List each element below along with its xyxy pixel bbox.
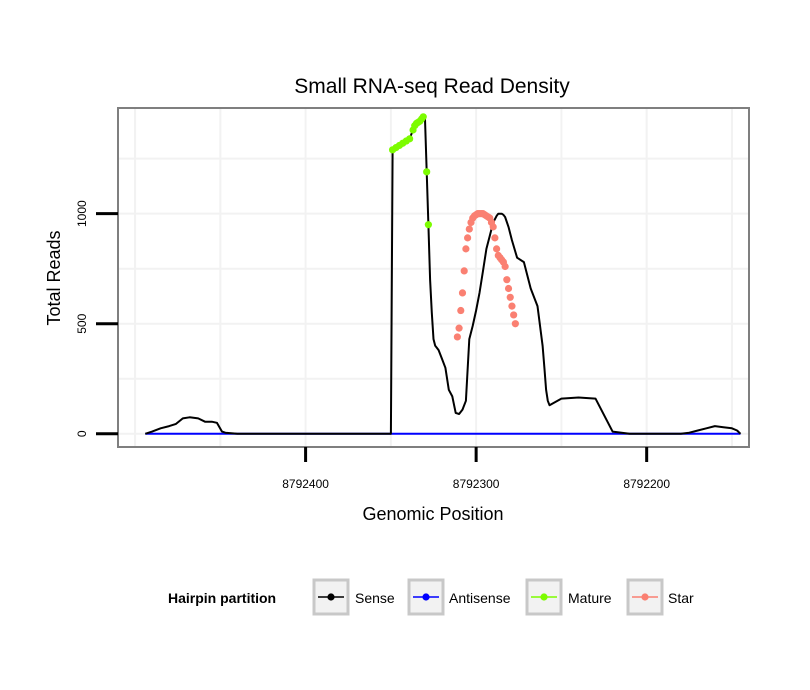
series-lines <box>144 115 742 435</box>
data-point-star <box>464 234 472 242</box>
data-point-star <box>491 234 499 242</box>
legend-key-point <box>327 593 335 601</box>
x-tick-label: 8792400 <box>282 477 329 491</box>
x-axis-title: Genomic Position <box>362 504 503 524</box>
series-line-sense <box>144 115 742 435</box>
y-tick-label: 1000 <box>75 200 89 227</box>
series-points <box>388 113 519 341</box>
data-point-star <box>489 223 497 231</box>
legend-label-star: Star <box>668 590 694 606</box>
x-tick-label: 8792300 <box>453 477 500 491</box>
axis-ticks: 8792400 8792300 8792200 0 500 1000 <box>75 200 670 491</box>
data-point-mature <box>424 221 432 229</box>
data-point-star <box>510 311 518 319</box>
data-point-star <box>503 276 511 284</box>
panel-border <box>117 107 750 448</box>
legend-label-antisense: Antisense <box>449 590 511 606</box>
legend-key-point <box>422 593 430 601</box>
chart-title: Small RNA-seq Read Density <box>294 75 570 98</box>
plot-background <box>118 108 749 447</box>
plot-panel <box>118 108 749 447</box>
legend-key-point <box>641 593 649 601</box>
legend-label-sense: Sense <box>355 590 395 606</box>
legend-label-mature: Mature <box>568 590 612 606</box>
data-point-star <box>458 289 467 297</box>
data-point-star <box>501 262 509 271</box>
data-point-star <box>455 324 463 332</box>
panel-frame <box>117 107 750 448</box>
data-point-mature <box>423 168 431 176</box>
data-point-star <box>465 225 473 233</box>
data-point-star <box>462 245 470 253</box>
legend-title: Hairpin partition <box>168 590 276 606</box>
data-point-star <box>511 320 519 328</box>
y-tick-label: 0 <box>75 430 89 437</box>
data-point-star <box>453 333 461 341</box>
legend: Hairpin partition Sense Antisense Mature St… <box>168 578 694 616</box>
data-point-star <box>460 267 468 275</box>
y-axis-title: Total Reads <box>44 230 64 325</box>
data-point-mature <box>419 113 427 121</box>
data-point-star <box>457 306 465 315</box>
x-tick-label: 8792200 <box>623 477 670 491</box>
y-tick-label: 500 <box>75 313 89 333</box>
legend-key-point <box>540 593 548 601</box>
data-point-star <box>508 302 516 310</box>
data-point-star <box>504 284 513 293</box>
data-point-star <box>493 245 501 253</box>
data-point-star <box>506 293 514 301</box>
data-point-mature <box>406 135 414 143</box>
